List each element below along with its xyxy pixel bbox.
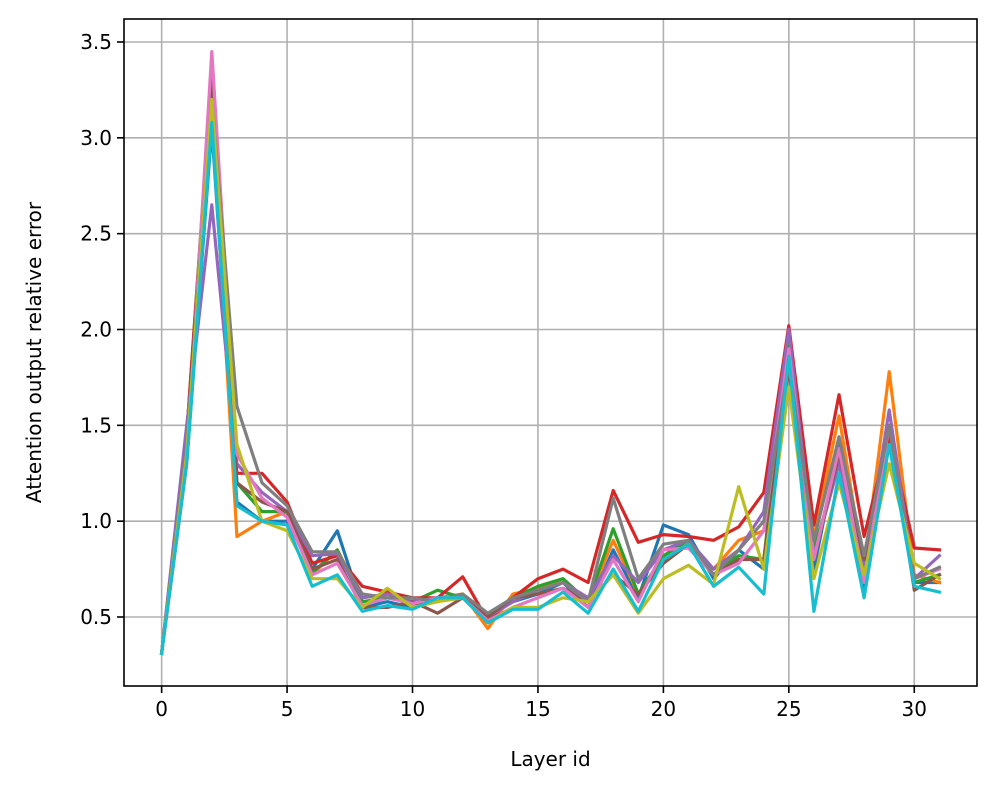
y-tick-label: 1.0 [80, 509, 112, 533]
y-tick-label: 0.5 [80, 605, 112, 629]
y-tick-label: 2.5 [80, 222, 112, 246]
y-tick-label: 3.5 [80, 30, 112, 54]
series-line-6 [159, 49, 942, 656]
y-tick-label: 2.0 [80, 318, 112, 342]
x-tick-label: 0 [155, 697, 168, 721]
series-line-9 [159, 120, 942, 656]
x-tick-label: 10 [400, 697, 425, 721]
series-line-7 [159, 97, 942, 656]
plot-area [159, 49, 942, 656]
y-tick-label: 1.5 [80, 413, 112, 437]
y-tick-label: 3.0 [80, 126, 112, 150]
x-tick-label: 5 [281, 697, 294, 721]
x-tick-label: 15 [525, 697, 550, 721]
y-axis-label: Attention output relative error [22, 201, 46, 503]
x-axis-label: Layer id [510, 747, 590, 771]
series-group [159, 49, 942, 656]
x-tick-label: 30 [902, 697, 927, 721]
x-axis-ticks: 0 5 10 15 20 25 30 [155, 686, 927, 721]
plot-frame [123, 18, 978, 687]
x-tick-label: 25 [776, 697, 801, 721]
x-tick-label: 20 [651, 697, 676, 721]
y-axis-ticks: 0.5 1.0 1.5 2.0 2.5 3.0 3.5 [80, 30, 124, 629]
